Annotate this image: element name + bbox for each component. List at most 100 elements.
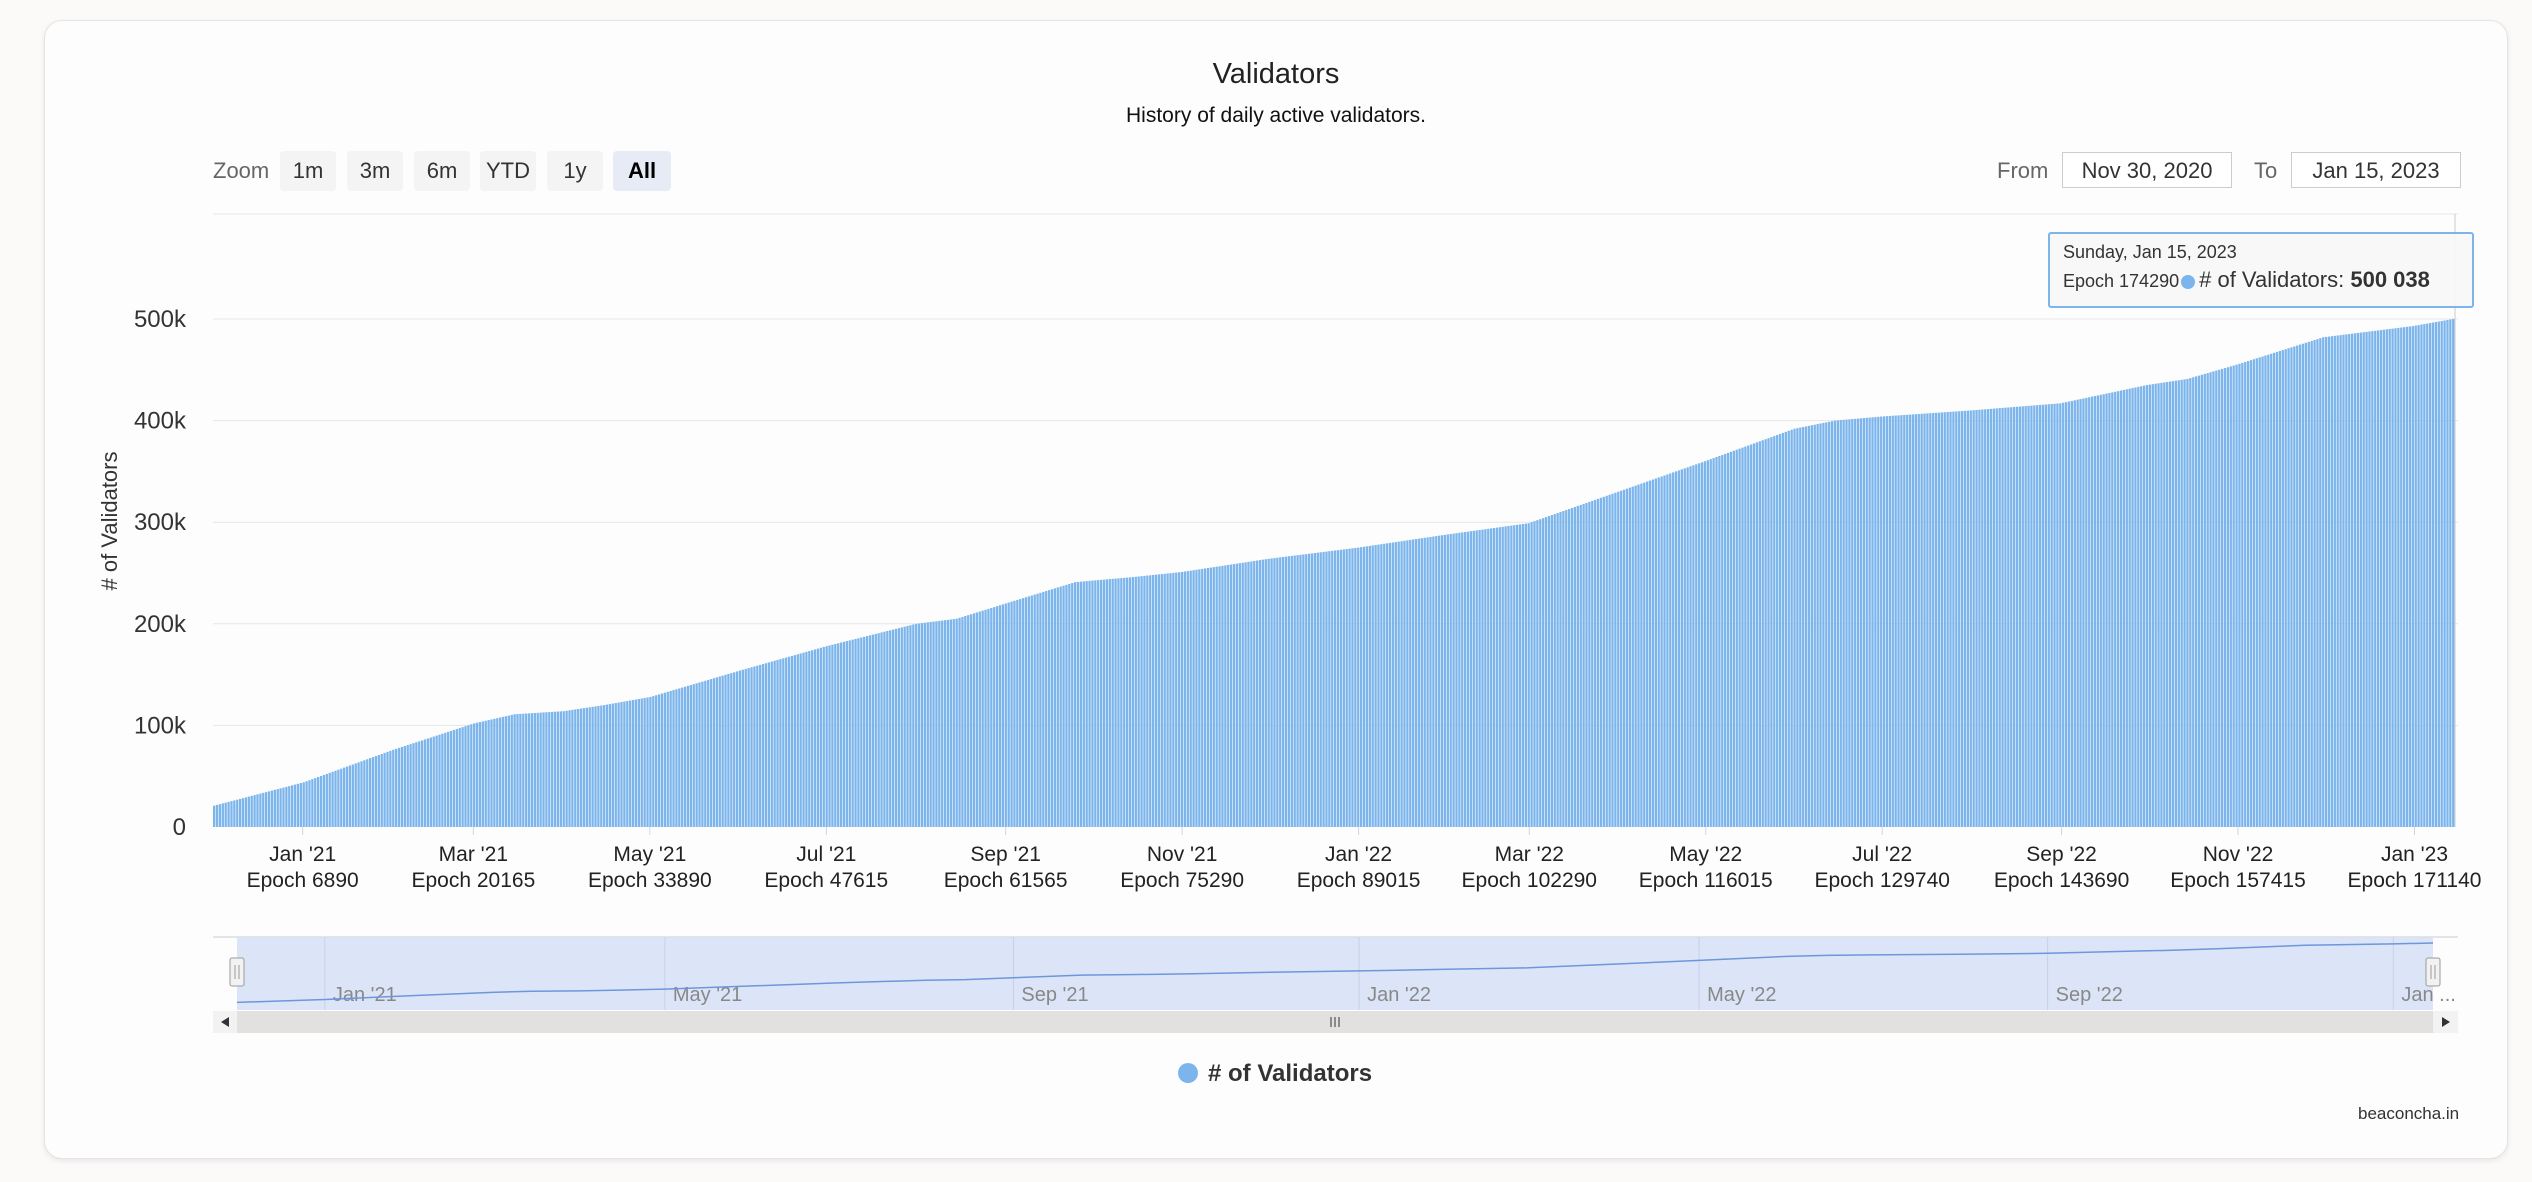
chart-bar [1536, 520, 1539, 827]
chart-bar [1481, 529, 1484, 827]
chart-bar [718, 676, 721, 827]
chart-bar [1625, 488, 1629, 827]
chart-bar [1995, 408, 1998, 827]
chart-bar [1036, 593, 1039, 827]
from-date-input[interactable]: Nov 30, 2020 [2062, 152, 2232, 188]
legend-item[interactable]: # of Validators [1178, 1060, 1372, 1088]
chart-bar [819, 647, 823, 827]
chart-bar [1562, 511, 1565, 827]
chart-bar [842, 641, 846, 827]
from-label: From [1997, 158, 2049, 183]
chart-bar [1108, 579, 1111, 827]
scroll-right-arrow-icon[interactable] [2442, 1017, 2450, 1027]
chart-bar [2281, 350, 2284, 827]
chart-bar [1851, 419, 1854, 827]
chart-bar [1986, 409, 1990, 827]
x-tick-label: Nov '21 [1147, 843, 1218, 866]
chart-bar [704, 680, 707, 827]
chart-bar [1744, 446, 1747, 827]
chart-bar [1212, 567, 1215, 827]
chart-bar [2379, 330, 2383, 827]
chart-bar [2171, 381, 2175, 827]
chart-bar [2423, 324, 2426, 827]
zoom-3m-button[interactable]: 3m [347, 151, 403, 191]
zoom-label: Zoom [213, 158, 270, 183]
chart-bar [432, 736, 435, 827]
chart-bar [969, 614, 973, 827]
credits-link[interactable]: beaconcha.in [2358, 1104, 2460, 1123]
chart-bar [2397, 327, 2400, 827]
chart-bar [1591, 500, 1594, 827]
chart-bar [1547, 516, 1551, 827]
navigator-tick-label: Jan ... [2401, 984, 2455, 1006]
scroll-left-arrow-icon[interactable] [221, 1017, 229, 1027]
chart-bar [553, 711, 557, 827]
chart-bar [993, 607, 996, 827]
chart-bar [2067, 401, 2071, 827]
chart-bar [2446, 319, 2449, 827]
chart-bar [1403, 540, 1406, 827]
chart-bar [857, 638, 860, 827]
chart-bar [1131, 577, 1135, 827]
chart-bar [808, 651, 811, 827]
chart-bar [2330, 336, 2334, 827]
chart-bar [2327, 336, 2331, 827]
zoom-ytd-button[interactable]: YTD [480, 151, 536, 191]
to-date-input[interactable]: Jan 15, 2023 [2291, 152, 2461, 188]
chart-bar [1828, 421, 1831, 827]
chart-bar [1253, 560, 1256, 827]
chart-bar [701, 681, 704, 827]
chart-bar [2192, 377, 2195, 827]
chart-bar [2128, 388, 2131, 827]
chart-bar [2203, 373, 2206, 827]
zoom-1y-button[interactable]: 1y [547, 151, 603, 191]
zoom-6m-button[interactable]: 6m [414, 151, 470, 191]
navigator-left-handle[interactable] [229, 957, 245, 987]
zoom-all-button[interactable]: All [613, 151, 671, 191]
chart-bar [2099, 394, 2102, 827]
chart-bar [348, 765, 352, 827]
chart-bar [2163, 382, 2166, 827]
chart-bar [291, 785, 294, 827]
chart-bar [891, 629, 895, 827]
chart-bar [262, 792, 265, 827]
navigator-selected-range[interactable] [237, 937, 2433, 1010]
chart-bar [1215, 566, 1218, 827]
chart-bar [1328, 551, 1331, 827]
chart-bar [565, 710, 568, 827]
chart-bar [1718, 456, 1721, 827]
chart-bar [293, 784, 297, 827]
chart-bar [747, 668, 750, 827]
chart-bar [1594, 499, 1597, 827]
chart-bar [571, 709, 574, 827]
chart-bar [461, 727, 464, 827]
chart-bar [611, 703, 614, 827]
chart-bar [559, 711, 562, 827]
chart-bar [917, 623, 921, 827]
chart-bar [1446, 534, 1449, 827]
chart-bar [1698, 463, 1701, 827]
chart-bar [2310, 340, 2313, 827]
chart-bar [1111, 578, 1114, 827]
chart-bar [585, 707, 588, 827]
zoom-1m-button[interactable]: 1m [280, 151, 336, 191]
chart-bar [712, 678, 716, 827]
chart-bar [1998, 408, 2001, 827]
navigator-right-handle[interactable] [2425, 957, 2441, 987]
chart-bar [1530, 522, 1533, 827]
chart-bar [455, 729, 458, 827]
chart-bar [1484, 529, 1487, 827]
chart-bar [695, 683, 698, 827]
chart-bar [325, 773, 328, 827]
chart-bar [470, 724, 473, 827]
chart-bar [1724, 453, 1727, 827]
tooltip-date: Sunday, Jan 15, 2023 [2063, 242, 2237, 262]
chart-bar [1146, 575, 1149, 827]
chart-bar [1157, 574, 1161, 827]
chart-bar [1900, 415, 1903, 827]
chart-bar [1426, 537, 1429, 827]
chart-bar [2385, 329, 2388, 827]
chart-bar [2443, 320, 2446, 827]
chart-bar [839, 642, 843, 827]
chart-bar [2296, 345, 2299, 827]
